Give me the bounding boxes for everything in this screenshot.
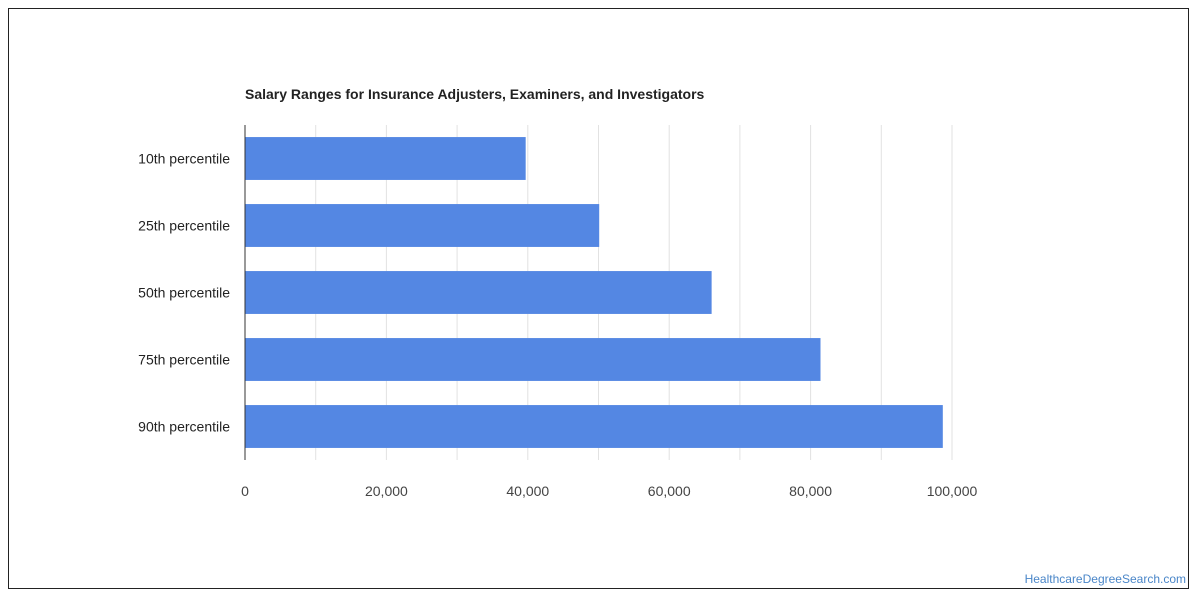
- x-tick-label: 80,000: [789, 483, 832, 499]
- chart-title: Salary Ranges for Insurance Adjusters, E…: [245, 86, 705, 102]
- x-tick-label: 100,000: [927, 483, 978, 499]
- bar-75th-percentile[interactable]: [245, 338, 821, 381]
- site-watermark[interactable]: HealthcareDegreeSearch.com: [1024, 572, 1186, 586]
- gridlines: [315, 125, 953, 460]
- category-label: 25th percentile: [138, 218, 230, 234]
- category-label: 10th percentile: [138, 151, 230, 167]
- bars: [245, 137, 943, 448]
- bar-10th-percentile[interactable]: [245, 137, 526, 180]
- x-tick-label: 60,000: [648, 483, 691, 499]
- category-label: 75th percentile: [138, 352, 230, 368]
- category-label: 90th percentile: [138, 419, 230, 435]
- x-tick-label: 20,000: [365, 483, 408, 499]
- category-label: 50th percentile: [138, 285, 230, 301]
- x-tick-label: 0: [241, 483, 249, 499]
- x-tick-labels: 0 20,000 40,000 60,000 80,000 100,000: [241, 483, 977, 499]
- bar-90th-percentile[interactable]: [245, 405, 943, 448]
- bar-25th-percentile[interactable]: [245, 204, 600, 247]
- x-tick-label: 40,000: [506, 483, 549, 499]
- category-labels: 10th percentile 25th percentile 50th perce…: [138, 151, 230, 435]
- bar-50th-percentile[interactable]: [245, 271, 712, 314]
